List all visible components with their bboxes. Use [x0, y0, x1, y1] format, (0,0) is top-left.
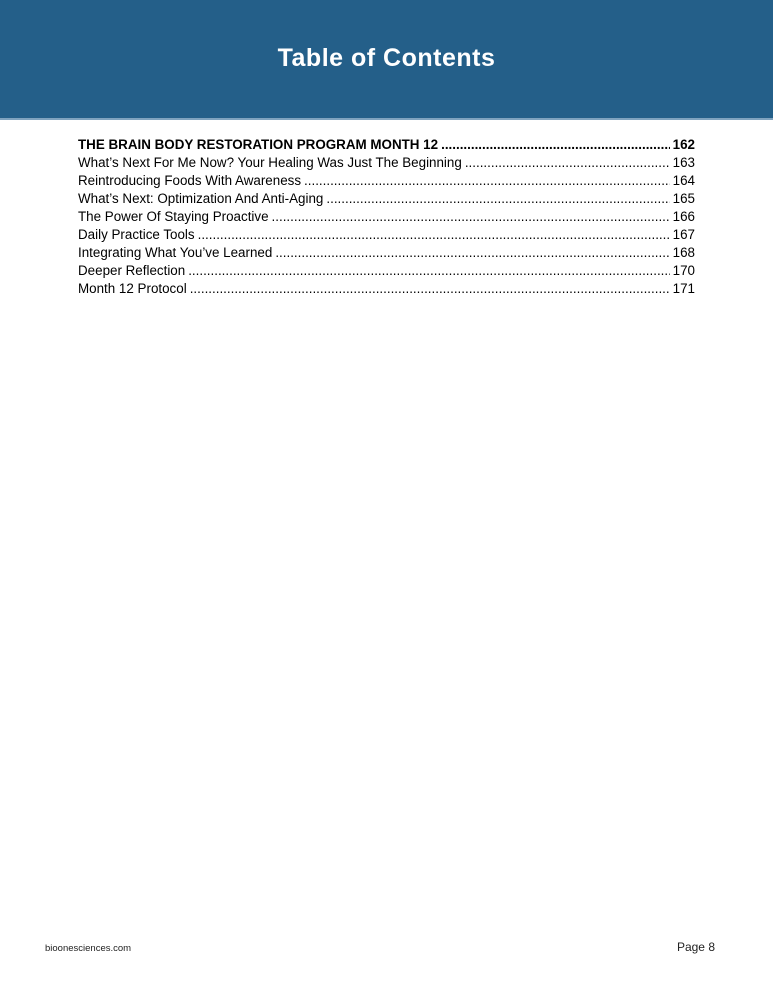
dot-leader: ........................................… — [188, 263, 670, 278]
toc-entry-title: Month 12 Protocol — [78, 281, 187, 296]
toc-entry-page: 162 — [672, 137, 695, 152]
toc-entry-title: Daily Practice Tools — [78, 227, 195, 242]
dot-leader: ........................................… — [189, 281, 670, 296]
toc-entry[interactable]: Daily Practice Tools....................… — [78, 226, 695, 244]
dot-leader: ........................................… — [441, 137, 670, 152]
dot-leader: ........................................… — [326, 191, 670, 206]
toc-entry-page: 167 — [672, 227, 695, 242]
dot-leader: ........................................… — [271, 209, 670, 224]
toc-entry[interactable]: The Power Of Staying Proactive..........… — [78, 208, 695, 226]
table-of-contents: THE BRAIN BODY RESTORATION PROGRAM MONTH… — [78, 136, 695, 298]
dot-leader: ........................................… — [275, 245, 670, 260]
toc-entry-title: THE BRAIN BODY RESTORATION PROGRAM MONTH… — [78, 137, 439, 152]
toc-entry-title: What’s Next For Me Now? Your Healing Was… — [78, 155, 462, 170]
toc-entry-page: 164 — [672, 173, 695, 188]
toc-entry[interactable]: Reintroducing Foods With Awareness......… — [78, 172, 695, 190]
toc-entry-page: 165 — [672, 191, 695, 206]
toc-entry-title: Reintroducing Foods With Awareness — [78, 173, 302, 188]
toc-entry-title: What’s Next: Optimization And Anti-Aging — [78, 191, 324, 206]
toc-entry[interactable]: What’s Next: Optimization And Anti-Aging… — [78, 190, 695, 208]
toc-entry[interactable]: Month 12 Protocol.......................… — [78, 280, 695, 298]
toc-entry[interactable]: THE BRAIN BODY RESTORATION PROGRAM MONTH… — [78, 136, 695, 154]
toc-entry[interactable]: Integrating What You’ve Learned.........… — [78, 244, 695, 262]
toc-entry[interactable]: Deeper Reflection.......................… — [78, 262, 695, 280]
toc-entry[interactable]: What’s Next For Me Now? Your Healing Was… — [78, 154, 695, 172]
dot-leader: ........................................… — [304, 173, 670, 188]
dot-leader: ........................................… — [464, 155, 670, 170]
page-title: Table of Contents — [277, 44, 496, 72]
toc-entry-page: 171 — [672, 281, 695, 296]
footer-page-number: Page 8 — [676, 940, 715, 954]
header-banner: Table of Contents — [0, 0, 773, 120]
toc-entry-page: 168 — [672, 245, 695, 260]
toc-entry-title: Integrating What You’ve Learned — [78, 245, 273, 260]
footer-website: bioonesciences.com — [45, 943, 132, 954]
toc-entry-title: Deeper Reflection — [78, 263, 186, 278]
toc-entry-page: 166 — [672, 209, 695, 224]
dot-leader: ........................................… — [197, 227, 670, 242]
toc-entry-page: 163 — [672, 155, 695, 170]
toc-entry-page: 170 — [672, 263, 695, 278]
toc-entry-title: The Power Of Staying Proactive — [78, 209, 269, 224]
